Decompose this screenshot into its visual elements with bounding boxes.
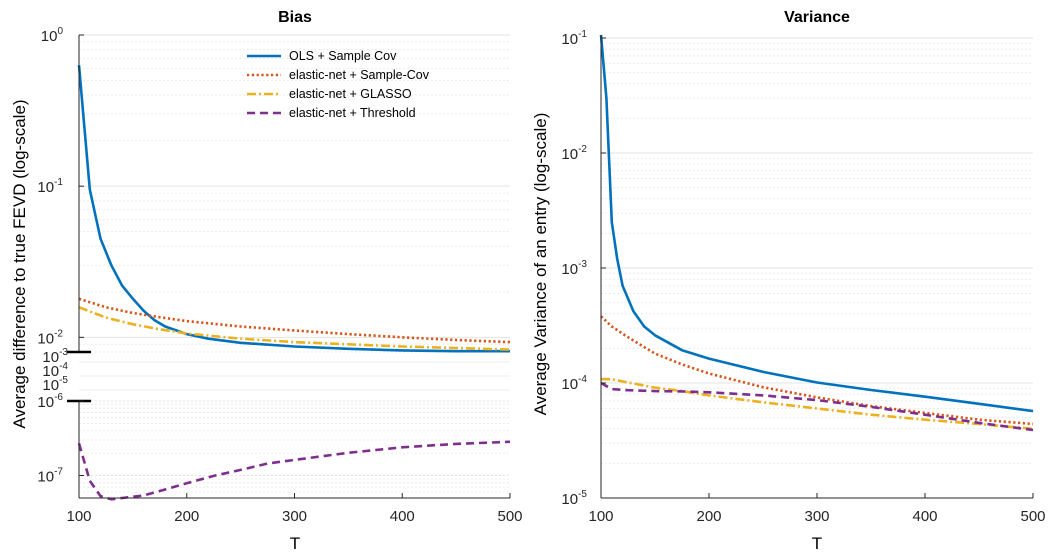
bias-chart: Bias Average difference to true FEVD (lo…	[10, 9, 523, 553]
bias-y-tick-label: 10-1	[37, 177, 63, 196]
variance-y-tick-label: 10-4	[561, 374, 587, 393]
variance-series-lines	[599, 34, 1034, 432]
bias-gap-label-1e-3: 10-3	[42, 347, 68, 366]
bias-gap-label-1e-4-exp: -4	[59, 361, 68, 372]
bias-grid	[79, 34, 510, 499]
legend-item-ols: OLS + Sample Cov	[247, 49, 397, 63]
legend-item-elastic-net-sample-cov: elastic-net + Sample-Cov	[247, 68, 430, 82]
variance-x-axis-label: T	[812, 534, 822, 553]
variance-chart-title: Variance	[784, 9, 850, 26]
bias-gap-label-1e-4-base: 10	[42, 363, 59, 380]
legend-item-elastic-net-glasso: elastic-net + GLASSO	[247, 87, 412, 101]
bias-x-axis-label: T	[290, 534, 300, 553]
legend-label-elastic-net-sample-cov: elastic-net + Sample-Cov	[289, 68, 430, 82]
variance-y-tick-label: 10-3	[561, 259, 587, 278]
variance-x-tick-label: 500	[1020, 508, 1045, 525]
legend-label-elastic-net-glasso: elastic-net + GLASSO	[289, 87, 412, 101]
bias-x-tick-label: 500	[497, 508, 522, 525]
bias-axes	[67, 35, 510, 499]
variance-y-tick-label: 10-5	[561, 489, 587, 508]
bias-gap-label-1e-5-base: 10	[42, 377, 59, 394]
bias-y-tick-label: 10-7	[37, 467, 63, 486]
variance-grid	[601, 37, 1033, 499]
bias-series-line-1	[77, 65, 510, 353]
legend-item-elastic-net-threshold: elastic-net + Threshold	[247, 106, 416, 120]
bias-x-tick-label: 100	[66, 508, 91, 525]
bias-y-tick-label: 10-6	[37, 392, 63, 411]
bias-tick-labels: 100 10-1 10-2 10-6 10-7 100 200 300 400 500	[37, 26, 522, 525]
variance-series-line-3	[601, 377, 1034, 431]
variance-x-tick-label: 400	[912, 508, 937, 525]
bias-gap-label-1e-5: 10-5	[42, 375, 68, 394]
bias-x-tick-label: 400	[390, 508, 415, 525]
bias-gap-label-1e-3-base: 10	[42, 349, 59, 366]
bias-gap-label-1e-4: 10-4	[42, 361, 68, 380]
bias-y-axis-label: Average difference to true FEVD (log-sca…	[10, 99, 29, 428]
variance-y-tick-label: 10-1	[561, 29, 587, 48]
variance-series-line-4	[600, 381, 1034, 432]
legend-label-ols: OLS + Sample Cov	[289, 49, 397, 63]
bias-gap-label-1e-5-exp: -5	[59, 375, 68, 386]
bias-y-tick-label: 100	[41, 26, 64, 45]
variance-x-tick-label: 100	[588, 508, 613, 525]
variance-y-axis-label: Average Variance of an entry (log-scale)	[531, 113, 550, 416]
bias-chart-title: Bias	[278, 9, 312, 26]
bias-series-line-3	[78, 306, 511, 351]
variance-x-tick-label: 300	[804, 508, 829, 525]
variance-chart: Variance Average Variance of an entry (l…	[531, 9, 1046, 553]
bias-gap-label-1e-3-exp: -3	[59, 347, 68, 358]
bias-x-tick-label: 300	[282, 508, 307, 525]
bias-y-tick-label: 10-2	[37, 328, 63, 347]
legend: OLS + Sample Cov elastic-net + Sample-Co…	[247, 49, 430, 120]
variance-series-line-2	[600, 315, 1034, 426]
bias-series-line-2	[78, 297, 511, 344]
legend-label-elastic-net-threshold: elastic-net + Threshold	[289, 106, 416, 120]
bias-x-tick-label: 200	[174, 508, 199, 525]
variance-x-tick-label: 200	[696, 508, 721, 525]
variance-series-line-1	[599, 34, 1034, 413]
bias-series-line-4	[77, 440, 511, 501]
bias-series-lines	[77, 65, 511, 501]
variance-y-tick-label: 10-2	[561, 144, 587, 163]
